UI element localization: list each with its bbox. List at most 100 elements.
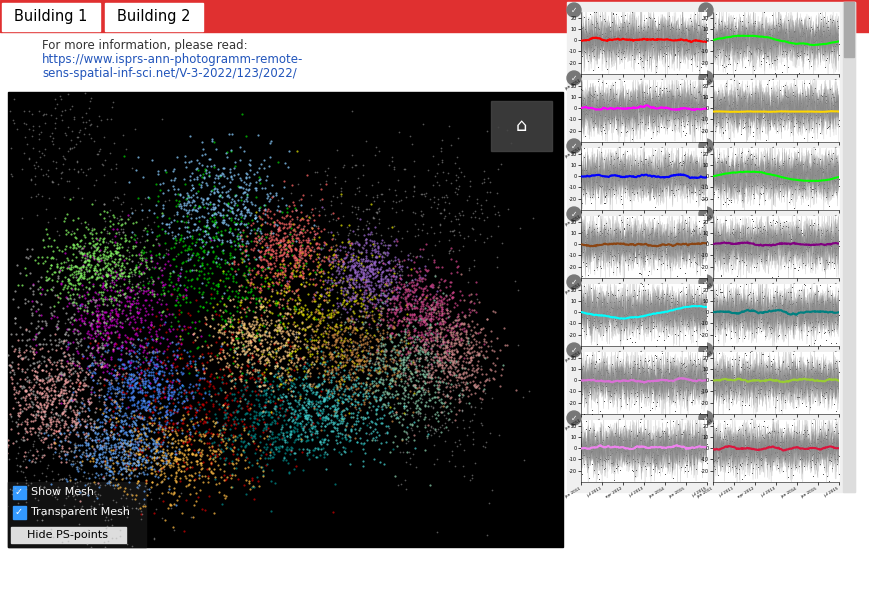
Point (200, 376, 214, 385)
Point (0, 432, 9, 442)
Point (353, 330, 367, 340)
Point (255, 263, 269, 273)
Point (624, 300, 638, 310)
Point (404, 139, 418, 149)
Point (170, 426, 184, 435)
Point (674, 319, 688, 329)
Point (223, 383, 237, 393)
Point (422, 372, 436, 382)
Point (263, 206, 277, 216)
Point (68, 445, 82, 455)
Point (258, 209, 272, 219)
Point (414, 343, 428, 353)
Point (386, 437, 400, 447)
Point (53, 388, 67, 397)
Point (138, 295, 152, 305)
Point (256, 371, 270, 381)
Point (594, 263, 607, 273)
Point (103, 461, 117, 471)
Point (376, 325, 390, 335)
Point (128, 470, 142, 480)
Point (344, 316, 358, 326)
Point (649, 161, 663, 171)
Point (693, 102, 707, 111)
Point (362, 350, 376, 359)
Point (800, 441, 814, 451)
Point (163, 321, 177, 330)
Point (359, 235, 373, 244)
Point (111, 504, 125, 514)
Point (454, 360, 468, 370)
Point (680, 321, 693, 331)
Point (351, 182, 365, 192)
Point (25, 132, 39, 141)
Point (368, 424, 381, 434)
Point (5, 485, 19, 495)
Point (652, 303, 666, 313)
Point (401, 397, 415, 407)
Point (430, 332, 444, 342)
Point (418, 353, 432, 363)
Point (726, 182, 740, 192)
Point (69, 479, 83, 488)
Point (443, 370, 457, 379)
Point (280, 432, 294, 441)
Point (253, 445, 267, 455)
Point (250, 456, 264, 465)
Point (657, 105, 671, 114)
Point (765, 96, 779, 106)
Point (338, 390, 352, 400)
Point (168, 475, 182, 485)
Point (825, 191, 839, 200)
Point (464, 352, 478, 362)
Point (159, 363, 173, 373)
Point (771, 271, 785, 281)
Point (355, 265, 369, 275)
Point (280, 278, 294, 288)
Point (254, 302, 268, 312)
Point (214, 231, 228, 240)
Point (84, 234, 98, 243)
Point (311, 320, 325, 330)
Point (202, 232, 216, 242)
Point (711, 44, 725, 54)
Point (65, 379, 79, 388)
Point (55, 538, 69, 547)
Point (355, 273, 368, 282)
Point (31, 321, 45, 331)
Point (342, 256, 356, 266)
Point (227, 256, 241, 265)
Point (64, 446, 78, 456)
Point (435, 318, 449, 328)
Point (654, 185, 668, 195)
Point (271, 373, 285, 382)
Point (211, 444, 225, 454)
Point (222, 434, 235, 444)
Point (598, 33, 612, 42)
Point (399, 280, 413, 290)
Point (381, 240, 395, 249)
Point (793, 243, 806, 252)
Point (595, 382, 609, 391)
Point (246, 436, 260, 445)
Point (638, 285, 652, 294)
Point (162, 390, 176, 400)
Point (382, 314, 396, 324)
Point (720, 371, 734, 381)
Point (454, 352, 468, 361)
Point (348, 296, 362, 305)
Point (585, 409, 599, 418)
Point (427, 441, 441, 450)
Point (136, 270, 149, 279)
Point (291, 271, 305, 281)
Point (352, 426, 366, 435)
Point (262, 409, 275, 419)
Point (313, 300, 327, 309)
Point (412, 386, 426, 396)
Point (438, 346, 452, 356)
Point (465, 340, 479, 350)
Point (159, 412, 173, 421)
Point (689, 384, 703, 394)
Point (428, 393, 441, 402)
Point (42, 171, 56, 181)
